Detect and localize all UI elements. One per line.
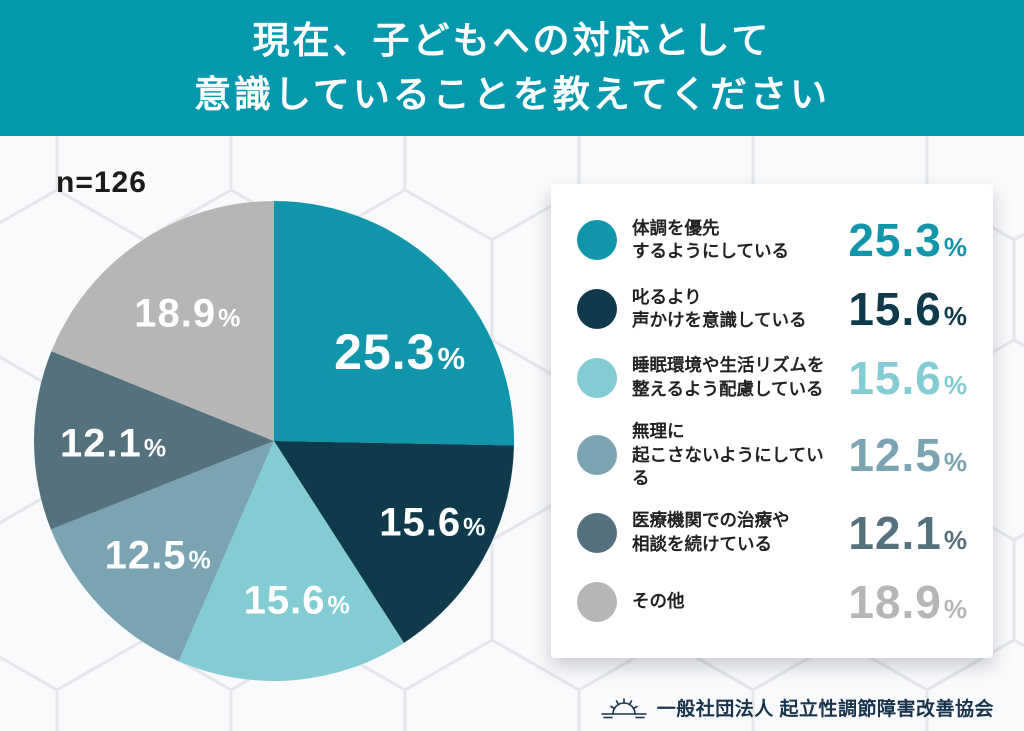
legend-item: 医療機関での治療や 相談を続けている 12.1% <box>577 506 967 560</box>
legend-card: 体調を優先 するようにしている 25.3% 叱るより 声かけを意識している 15.6% 睡眠… <box>551 184 993 658</box>
percent-sign: % <box>943 524 967 555</box>
legend-label-line1: 睡眠環境や生活リズムを <box>632 355 825 376</box>
legend-label: 医療機関での治療や 相談を続けている <box>632 509 833 556</box>
legend-label-line2: するようにしている <box>632 241 789 262</box>
title-line-2: 意識していることを教えてください <box>194 74 830 115</box>
legend-value-number: 18.9 <box>848 575 942 628</box>
legend-value: 25.3% <box>848 213 967 267</box>
legend-label-line1: その他 <box>632 590 685 611</box>
legend-item: 叱るより声かけを意識している 15.6% <box>577 282 967 336</box>
legend-value: 12.1% <box>848 506 967 560</box>
footer-credit: 一般社団法人 起立性調節障害改善協会 <box>600 694 994 721</box>
percent-sign: % <box>943 370 967 401</box>
legend-item: 無理に起こさないようにしている 12.5% <box>577 420 967 491</box>
rising-sun-icon <box>600 697 647 718</box>
legend-swatch-circle <box>577 289 617 330</box>
legend-value: 12.5% <box>848 428 967 482</box>
legend-value-number: 12.1 <box>848 506 942 559</box>
legend-value-number: 25.3 <box>848 214 942 267</box>
pie-slice-label: 15.6% <box>244 579 350 624</box>
pie-slice <box>178 441 404 681</box>
legend-value-number: 12.5 <box>848 429 942 482</box>
legend-swatch-circle <box>577 358 617 399</box>
percent-sign: % <box>327 591 350 620</box>
pie-slice-label: 12.5% <box>105 533 211 578</box>
pie-slice-value: 18.9 <box>134 291 217 336</box>
percent-sign: % <box>463 513 486 542</box>
legend-item: 体調を優先するようにしている 25.3% <box>577 213 967 267</box>
legend-label-line1: 無理に <box>632 420 685 441</box>
legend-label-line1: 叱るより <box>632 286 702 307</box>
legend-label-line2: 整えるよう配慮している <box>632 379 824 400</box>
org-name: 一般社団法人 起立性調節障害改善協会 <box>656 699 994 720</box>
legend-label: 無理に起こさないようにしている <box>632 420 833 491</box>
percent-sign: % <box>943 232 967 263</box>
legend-label: その他 <box>632 590 833 614</box>
pie-slice <box>34 351 274 530</box>
legend-value: 15.6% <box>848 282 967 336</box>
title-line-1: 現在、子どもへの対応として <box>252 19 772 61</box>
legend-label: 叱るより声かけを意識している <box>632 286 833 333</box>
legend-swatch-circle <box>577 512 617 553</box>
legend-swatch-circle <box>577 435 617 476</box>
pie-slice-value: 15.6 <box>243 578 326 623</box>
legend-label-line1: 医療機関での治療や <box>632 510 790 531</box>
legend-label-line2: 相談を続けている <box>632 533 772 554</box>
pie-chart-svg <box>34 201 514 681</box>
percent-sign: % <box>943 447 967 478</box>
legend-value: 15.6% <box>848 351 967 405</box>
percent-sign: % <box>143 434 167 462</box>
legend-label: 体調を優先するようにしている <box>632 217 833 264</box>
legend-label-line1: 体調を優先 <box>632 217 720 238</box>
legend-item: その他 18.9% <box>577 575 967 629</box>
pie-slice-value: 15.6 <box>379 500 462 545</box>
pie-slice-label: 25.3% <box>334 323 465 381</box>
pie-slice-value: 12.1 <box>59 421 142 465</box>
percent-sign: % <box>188 546 211 575</box>
legend-value-number: 15.6 <box>848 283 942 336</box>
legend-label-line2: 起こさないようにしている <box>632 444 824 489</box>
pie-chart: 25.3% 15.6% 15.6% 12.5% 12.1% 18.9% <box>34 201 514 681</box>
pie-slice <box>274 441 514 643</box>
title-banner: 現在、子どもへの対応として 意識していることを教えてください <box>0 0 1024 136</box>
legend-label-line2: 声かけを意識している <box>632 310 807 331</box>
legend-label: 睡眠環境や生活リズムを 整えるよう配慮している <box>632 354 833 401</box>
percent-sign: % <box>943 593 967 624</box>
percent-sign: % <box>437 341 466 377</box>
percent-sign: % <box>218 304 241 333</box>
pie-slice-label: 15.6% <box>379 500 485 545</box>
pie-slice-value: 12.5 <box>104 533 187 578</box>
pie-slice <box>51 201 274 441</box>
legend-value-number: 15.6 <box>848 352 942 405</box>
legend-swatch-circle <box>577 220 617 261</box>
sample-size-label: n=126 <box>56 166 147 199</box>
pie-slice-label: 12.1% <box>60 421 166 466</box>
legend-item: 睡眠環境や生活リズムを 整えるよう配慮している 15.6% <box>577 351 967 405</box>
percent-sign: % <box>943 301 967 332</box>
pie-slice <box>274 201 514 446</box>
pie-slice-label: 18.9% <box>134 291 240 336</box>
pie-slice <box>50 441 274 662</box>
legend-value: 18.9% <box>848 575 967 629</box>
pie-slice-value: 25.3 <box>334 324 436 381</box>
legend-swatch-circle <box>577 581 617 622</box>
